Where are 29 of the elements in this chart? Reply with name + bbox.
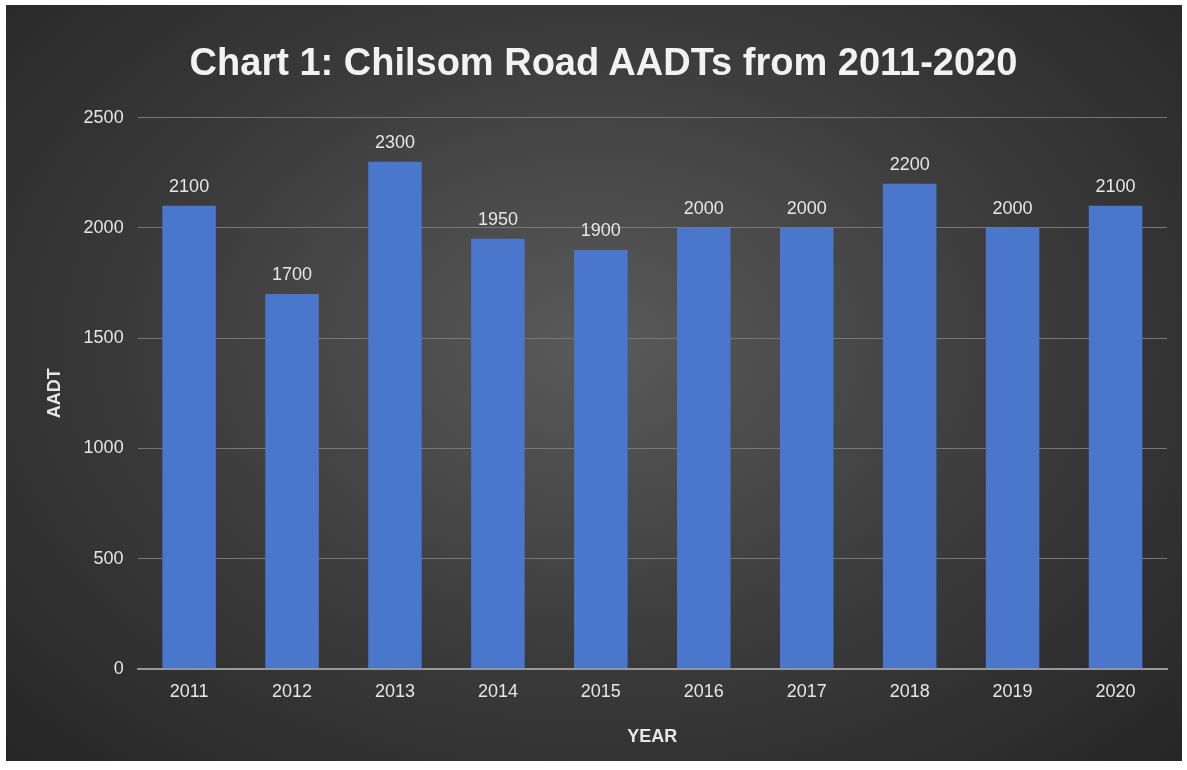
data-label: 2300 [374, 131, 416, 152]
x-tick-label: 2019 [992, 680, 1033, 701]
y-tick-label: 2000 [83, 216, 124, 237]
data-label: 2200 [889, 153, 930, 174]
x-tick-label: 2018 [889, 680, 930, 701]
y-tick-label: 1000 [83, 437, 124, 458]
x-tick-label: 2015 [580, 680, 621, 701]
data-label: 1950 [477, 208, 518, 229]
data-label: 1900 [580, 219, 621, 240]
data-label: 2000 [683, 197, 724, 218]
y-tick-label: 2500 [83, 106, 124, 127]
chart-title: Chart 1: Chilsom Road AADTs from 2011-2020 [189, 41, 1018, 84]
data-label: 2100 [1095, 175, 1136, 196]
y-tick-label: 1500 [83, 327, 124, 348]
x-tick-label: 2013 [374, 680, 416, 701]
y-tick-label: 500 [93, 547, 124, 568]
x-axis-title: YEAR [627, 726, 678, 747]
x-tick-label: 2017 [786, 680, 827, 701]
x-tick-label: 2020 [1095, 680, 1136, 701]
data-label: 2000 [992, 197, 1033, 218]
x-tick-label: 2011 [169, 680, 209, 701]
data-label: 2100 [169, 175, 210, 196]
data-label: 1700 [272, 263, 313, 284]
x-tick-label: 2012 [272, 680, 313, 701]
data-label: 2000 [786, 197, 827, 218]
y-tick-label: 0 [113, 657, 124, 678]
y-axis-title: AADT [43, 368, 64, 419]
x-tick-label: 2016 [683, 680, 724, 701]
x-tick-label: 2014 [477, 680, 518, 701]
